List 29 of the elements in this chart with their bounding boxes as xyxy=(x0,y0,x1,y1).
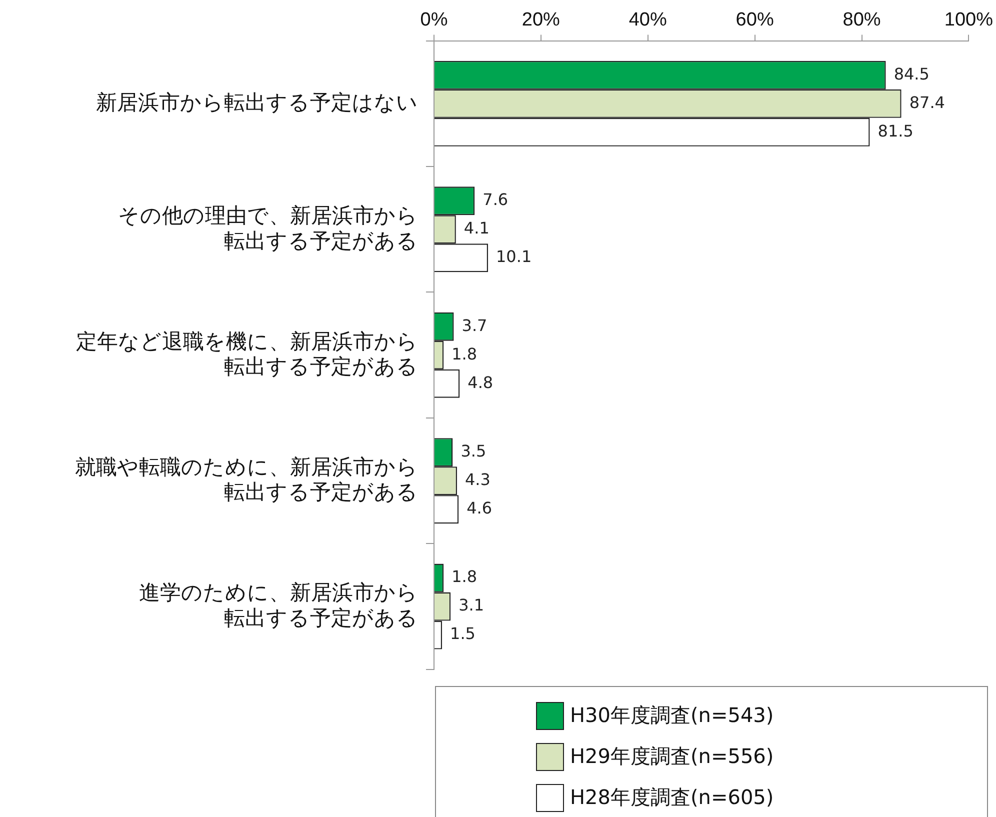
x-tick-label: 100% xyxy=(944,10,994,31)
x-tick-label: 0% xyxy=(420,10,448,31)
data-label: 3.5 xyxy=(460,441,486,460)
data-label: 4.6 xyxy=(466,498,492,518)
data-label: 87.4 xyxy=(909,92,945,112)
data-label: 4.8 xyxy=(468,372,494,392)
data-label: 4.3 xyxy=(464,470,490,489)
data-label: 81.5 xyxy=(878,121,914,140)
data-label: 84.5 xyxy=(894,64,930,84)
x-tick-label: 40% xyxy=(628,10,667,31)
x-tick-label: 80% xyxy=(842,10,881,31)
text: H28年度調査(n=605) xyxy=(570,784,774,811)
y-tick-label: 新居浜市から転出する予定はない xyxy=(96,91,418,114)
x-tick-label: 60% xyxy=(736,10,774,31)
legend-label: H30年度調査(n=543) xyxy=(570,702,774,729)
y-tick-label: 就職や転職のために、新居浜市から転出する予定がある xyxy=(75,456,418,504)
y-tick-label: 定年など退職を機に、新居浜市から転出する予定がある xyxy=(76,330,418,378)
data-label: 10.1 xyxy=(496,247,532,266)
data-label: 3.7 xyxy=(462,316,488,335)
data-label: 4.1 xyxy=(464,218,490,238)
data-label: 1.8 xyxy=(452,567,478,586)
y-tick-label: 進学のために、新居浜市から転出する予定がある xyxy=(139,582,418,630)
data-label: 7.6 xyxy=(482,190,508,210)
x-tick-label: 20% xyxy=(522,10,560,31)
legend-label: H29年度調査(n=556) xyxy=(570,743,774,770)
y-tick-label: その他の理由で、新居浜市から転出する予定がある xyxy=(118,204,418,253)
data-label: 1.8 xyxy=(452,344,478,364)
data-label: 3.1 xyxy=(458,596,484,615)
data-label: 1.5 xyxy=(450,624,476,644)
